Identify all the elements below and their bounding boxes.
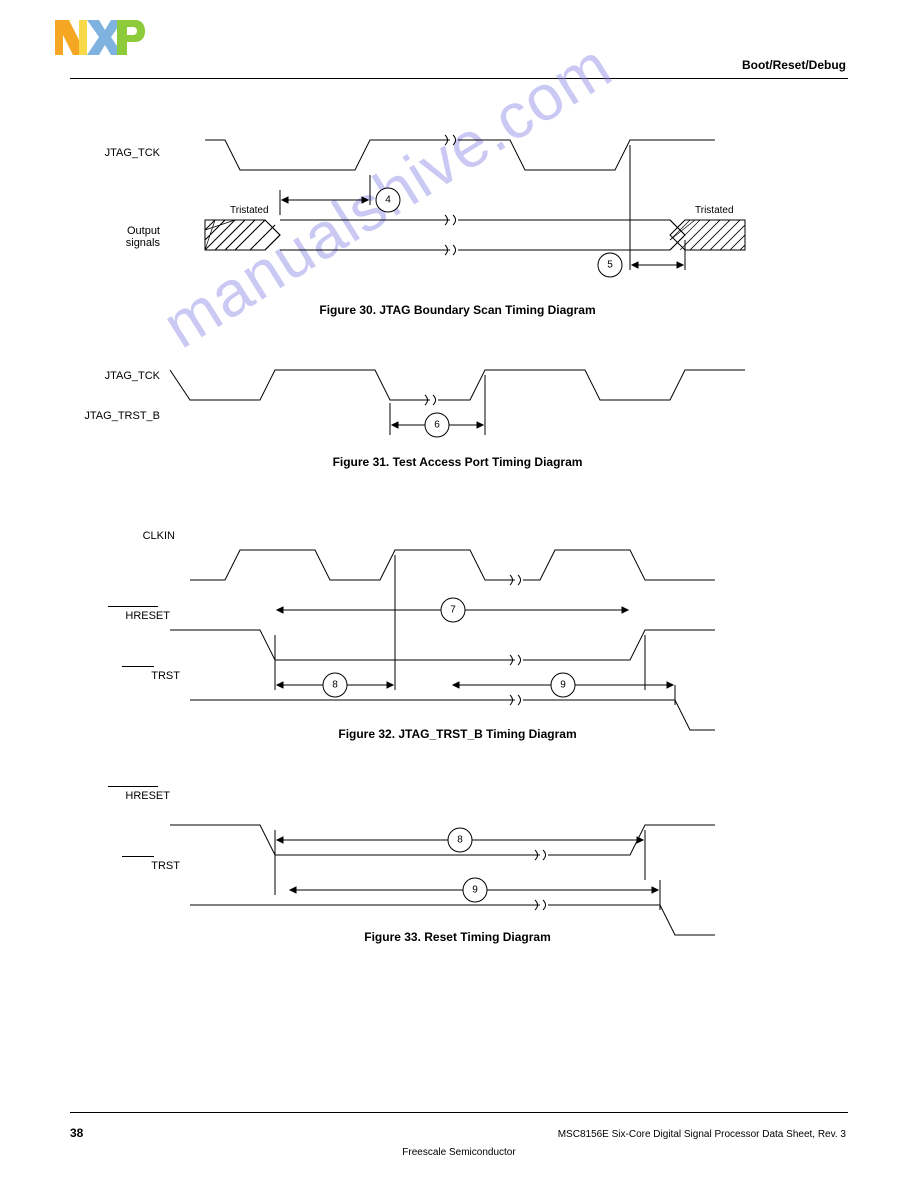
tristated-right: Tristated	[695, 205, 734, 216]
figure-33-svg: 8 9	[170, 810, 745, 980]
nxp-logo	[55, 20, 145, 55]
trst-bar-32	[122, 666, 154, 667]
marker-8b: 8	[457, 835, 463, 846]
fig32-caption: Figure 32. JTAG_TRST_B Timing Diagram	[170, 727, 745, 741]
doc-title: MSC8156E Six-Core Digital Signal Process…	[558, 1129, 846, 1140]
marker-8: 8	[332, 680, 338, 691]
fig32-hreset-label: HRESET	[100, 610, 170, 622]
marker-5: 5	[607, 260, 613, 271]
tristated-left: Tristated	[230, 205, 269, 216]
marker-9b: 9	[472, 885, 478, 896]
marker-9: 9	[560, 680, 566, 691]
trst-bar-33	[122, 856, 154, 857]
footer-company: Freescale Semiconductor	[0, 1147, 918, 1158]
marker-7: 7	[450, 605, 456, 616]
header-rule	[70, 78, 848, 79]
footer-rule	[70, 1112, 848, 1113]
fig31-trst-label: JTAG_TRST_B	[70, 410, 160, 422]
figure-30-svg: 4 5 Tristated Tristated	[170, 125, 745, 310]
fig30-tck-label: JTAG_TCK	[90, 147, 160, 159]
fig31-caption: Figure 31. Test Access Port Timing Diagr…	[170, 455, 745, 469]
fig33-trst-label: TRST	[110, 860, 180, 872]
hreset-bar-33	[108, 786, 158, 787]
fig30-caption: Figure 30. JTAG Boundary Scan Timing Dia…	[170, 303, 745, 317]
figures-container: 4 5 Tristated Tristated JTAG_TCK Output …	[170, 125, 745, 985]
marker-4: 4	[385, 195, 391, 206]
page-number: 38	[70, 1126, 83, 1140]
hreset-bar-32	[108, 606, 158, 607]
marker-6: 6	[434, 420, 440, 431]
fig32-trst-label: TRST	[110, 670, 180, 682]
fig30-out-label: Output signals	[90, 225, 160, 249]
fig32-clkin-label: CLKIN	[105, 530, 175, 542]
fig33-hreset-label: HRESET	[100, 790, 170, 802]
fig33-caption: Figure 33. Reset Timing Diagram	[170, 930, 745, 944]
header-section: Boot/Reset/Debug	[742, 58, 846, 72]
figure-31-svg: 6	[170, 355, 745, 495]
fig31-tck-label: JTAG_TCK	[75, 370, 160, 382]
